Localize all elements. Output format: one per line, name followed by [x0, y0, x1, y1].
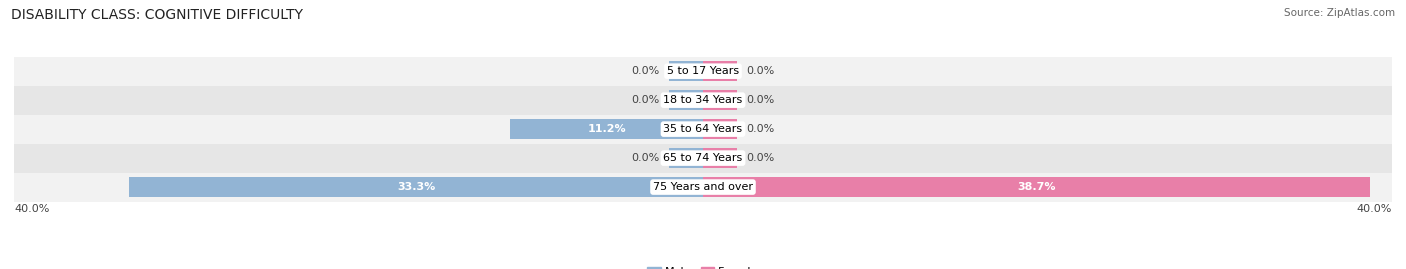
Text: 40.0%: 40.0%	[14, 204, 49, 214]
Bar	[129, 177, 703, 197]
Text: 18 to 34 Years: 18 to 34 Years	[664, 95, 742, 105]
Text: DISABILITY CLASS: COGNITIVE DIFFICULTY: DISABILITY CLASS: COGNITIVE DIFFICULTY	[11, 8, 304, 22]
Bar	[669, 148, 703, 168]
Text: 5 to 17 Years: 5 to 17 Years	[666, 66, 740, 76]
Text: 0.0%: 0.0%	[631, 66, 659, 76]
Bar	[14, 144, 1392, 173]
Text: Source: ZipAtlas.com: Source: ZipAtlas.com	[1284, 8, 1395, 18]
Legend: Male, Female: Male, Female	[643, 262, 763, 269]
Text: 35 to 64 Years: 35 to 64 Years	[664, 124, 742, 134]
Text: 0.0%: 0.0%	[747, 66, 775, 76]
Bar	[703, 119, 738, 139]
Bar	[703, 177, 1369, 197]
Text: 33.3%: 33.3%	[396, 182, 436, 192]
Text: 11.2%: 11.2%	[588, 124, 626, 134]
Bar	[669, 90, 703, 110]
Text: 38.7%: 38.7%	[1017, 182, 1056, 192]
Text: 65 to 74 Years: 65 to 74 Years	[664, 153, 742, 163]
Text: 0.0%: 0.0%	[631, 95, 659, 105]
Text: 75 Years and over: 75 Years and over	[652, 182, 754, 192]
Text: 0.0%: 0.0%	[631, 153, 659, 163]
Bar	[669, 61, 703, 81]
Bar	[14, 173, 1392, 201]
Text: 0.0%: 0.0%	[747, 95, 775, 105]
Text: 40.0%: 40.0%	[1357, 204, 1392, 214]
Bar	[14, 57, 1392, 86]
Bar	[14, 86, 1392, 115]
Bar	[703, 61, 738, 81]
Bar	[703, 90, 738, 110]
Text: 0.0%: 0.0%	[747, 153, 775, 163]
Bar	[510, 119, 703, 139]
Bar	[14, 115, 1392, 144]
Bar	[703, 148, 738, 168]
Text: 0.0%: 0.0%	[747, 124, 775, 134]
